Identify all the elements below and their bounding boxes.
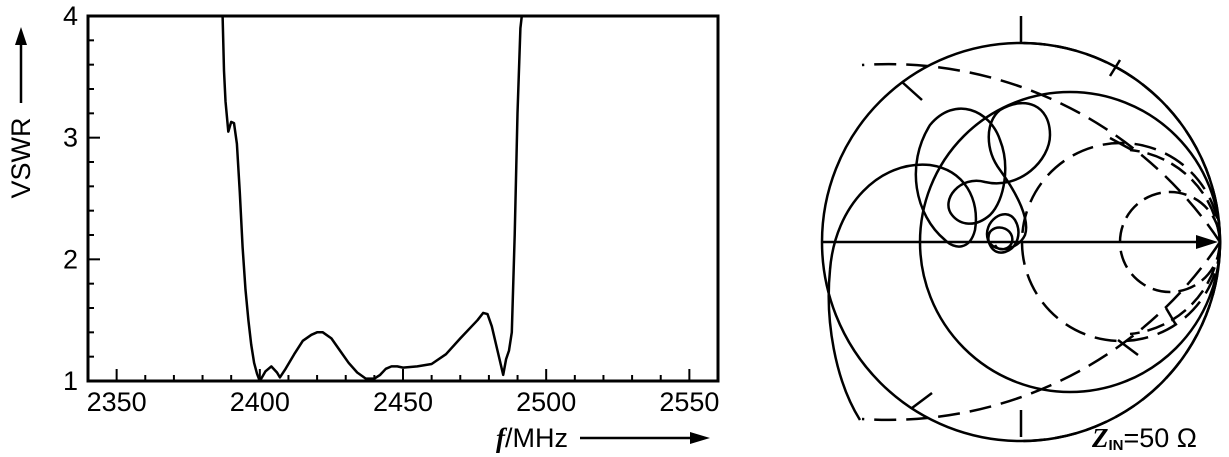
series-line-vswr <box>221 15 524 383</box>
smith-tick <box>911 392 933 409</box>
smith-chart: ZIN=50 Ω <box>820 16 1222 454</box>
x-tick-label: 2450 <box>373 387 433 417</box>
smith-reactance-arc-1 <box>1020 41 1222 243</box>
smith-tick <box>1164 307 1178 326</box>
y-tick-label: 2 <box>63 244 78 274</box>
tick-marks <box>87 15 719 382</box>
smith-reactance-arc-2 <box>1020 241 1222 443</box>
impedance-locus <box>827 101 1052 421</box>
vswr-chart: 2350 2400 2450 2500 2550 1 2 3 4 VSWR f/MHz <box>6 1 720 453</box>
x-tick-label: 2550 <box>659 387 719 417</box>
x-axis-title: f/MHz <box>496 423 568 453</box>
smith-reactance-arc-3 <box>861 62 1222 243</box>
y-tick-label: 4 <box>63 1 78 31</box>
smith-reactance-arc-4 <box>861 241 1222 422</box>
plot-frame <box>86 14 720 383</box>
x-tick-label: 2500 <box>516 387 576 417</box>
smith-tick <box>1117 339 1139 356</box>
smith-axis-arrow-head <box>1196 235 1218 249</box>
smith-reactance-arc-5 <box>1129 148 1222 243</box>
x-tick-label: 2350 <box>87 387 147 417</box>
y-tick-label: 3 <box>63 123 78 153</box>
y-tick-label: 1 <box>63 366 78 396</box>
y-axis-arrow-head <box>15 27 27 45</box>
y-axis-title: VSWR <box>6 118 36 199</box>
tick-labels: 2350 2400 2450 2500 2550 1 2 3 4 <box>63 1 719 417</box>
smith-label: ZIN=50 Ω <box>1091 423 1197 454</box>
smith-tick <box>901 81 923 101</box>
smith-reactance-arc-6 <box>1129 241 1222 336</box>
x-tick-label: 2400 <box>230 387 290 417</box>
x-axis-arrow-head <box>690 432 710 444</box>
smith-tick <box>1108 59 1122 77</box>
smith-tick <box>1109 136 1133 152</box>
